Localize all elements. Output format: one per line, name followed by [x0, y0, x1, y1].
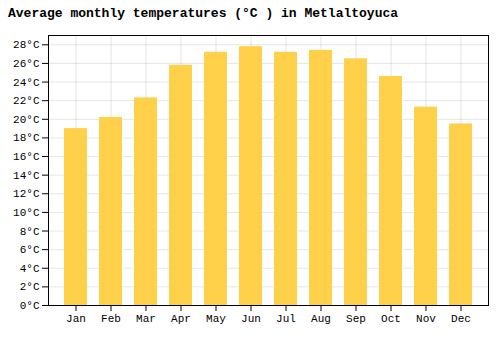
- svg-text:4°C: 4°C: [20, 263, 40, 275]
- svg-text:0°C: 0°C: [20, 300, 40, 312]
- svg-text:26°C: 26°C: [13, 58, 40, 70]
- svg-text:10°C: 10°C: [13, 207, 40, 219]
- svg-text:Mar: Mar: [136, 313, 156, 325]
- svg-text:28°C: 28°C: [13, 39, 40, 51]
- svg-text:16°C: 16°C: [13, 151, 40, 163]
- svg-text:Oct: Oct: [381, 313, 401, 325]
- svg-text:24°C: 24°C: [13, 77, 40, 89]
- svg-text:Aug: Aug: [311, 313, 331, 325]
- svg-text:Feb: Feb: [101, 313, 121, 325]
- svg-text:May: May: [206, 313, 226, 325]
- svg-text:Jun: Jun: [241, 313, 261, 325]
- svg-text:8°C: 8°C: [20, 226, 40, 238]
- html-text:Average monthly temperatures (: Average monthly temperatures (°C ) in Me…: [8, 6, 399, 21]
- svg-text:20°C: 20°C: [13, 114, 40, 126]
- svg-text:Sep: Sep: [346, 313, 366, 325]
- svg-text:Apr: Apr: [171, 313, 191, 325]
- svg-text:6°C: 6°C: [20, 244, 40, 256]
- svg-text:Dec: Dec: [451, 313, 471, 325]
- svg-text:Nov: Nov: [416, 313, 436, 325]
- svg-text:18°C: 18°C: [13, 132, 40, 144]
- svg-text:Jan: Jan: [66, 313, 86, 325]
- svg-text:2°C: 2°C: [20, 281, 40, 293]
- svg-text:22°C: 22°C: [13, 95, 40, 107]
- svg-text:12°C: 12°C: [13, 188, 40, 200]
- svg-text:14°C: 14°C: [13, 170, 40, 182]
- svg-text:Jul: Jul: [276, 313, 296, 325]
